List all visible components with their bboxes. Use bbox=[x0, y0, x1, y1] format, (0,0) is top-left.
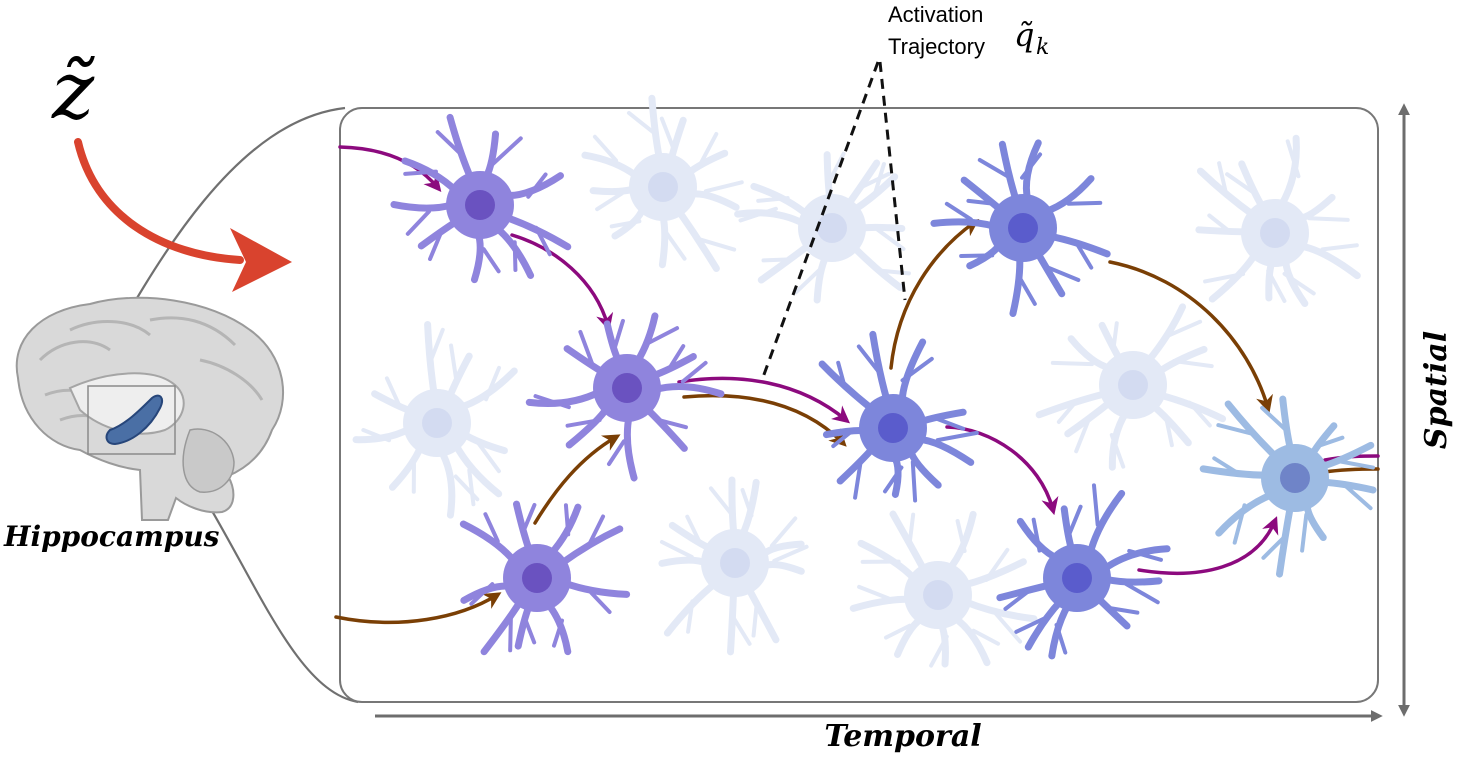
neuron-n4 bbox=[930, 139, 1111, 317]
trajectory-arrow-a12 bbox=[1323, 467, 1380, 474]
neuron-n3 bbox=[459, 500, 631, 656]
network-panel bbox=[339, 107, 1379, 703]
neuron-n5 bbox=[818, 330, 979, 503]
trajectory-arrow-a5 bbox=[677, 376, 851, 424]
zoom-box bbox=[87, 385, 176, 455]
active-neurons bbox=[390, 113, 1377, 660]
neuron-f5 bbox=[849, 510, 1038, 668]
trajectory-arrow-a4 bbox=[533, 434, 621, 525]
trajectory-arrow-a7 bbox=[889, 218, 980, 370]
trajectory-label-line2: Trajectory bbox=[888, 34, 985, 59]
trajectory-subscript: k bbox=[1036, 35, 1049, 60]
neuron-f7 bbox=[1195, 134, 1361, 307]
neuron-f4 bbox=[658, 476, 809, 656]
trajectory-arrow-a6 bbox=[682, 393, 847, 447]
trajectory-arrow-a3 bbox=[334, 592, 502, 625]
trajectory-symbol: q̃ bbox=[1014, 16, 1034, 54]
trajectory-arrows bbox=[334, 145, 1380, 625]
trajectory-pointer-right bbox=[878, 61, 907, 301]
trajectory-arrow-a8 bbox=[1108, 260, 1273, 414]
trajectory-label-line1: Activation bbox=[888, 2, 983, 27]
neuron-f2 bbox=[352, 320, 518, 519]
neuron-n1 bbox=[390, 113, 572, 284]
input-arrow-head bbox=[230, 228, 292, 292]
neuron-n2 bbox=[525, 312, 725, 482]
trajectory-arrow-a1 bbox=[338, 145, 442, 193]
trajectory-arrow-a10 bbox=[1137, 516, 1279, 576]
hippocampus-icon bbox=[105, 394, 163, 446]
neuron-n7 bbox=[1199, 395, 1377, 578]
brain-icon bbox=[15, 296, 284, 521]
latent-symbol: z̃ bbox=[51, 44, 95, 137]
temporal-label: Temporal bbox=[824, 719, 981, 754]
faded-neurons bbox=[352, 94, 1361, 668]
input-arrow bbox=[74, 138, 244, 264]
trajectory-pointer-left bbox=[760, 61, 880, 381]
region-label: Hippocampus bbox=[3, 520, 220, 553]
spatial-label: Spatial bbox=[1419, 331, 1454, 449]
neuron-n6 bbox=[996, 483, 1171, 660]
neuron-f6 bbox=[1035, 303, 1227, 471]
neuron-f3 bbox=[734, 151, 911, 304]
neuron-f1 bbox=[581, 94, 744, 272]
trajectory-arrow-a2 bbox=[510, 233, 614, 332]
